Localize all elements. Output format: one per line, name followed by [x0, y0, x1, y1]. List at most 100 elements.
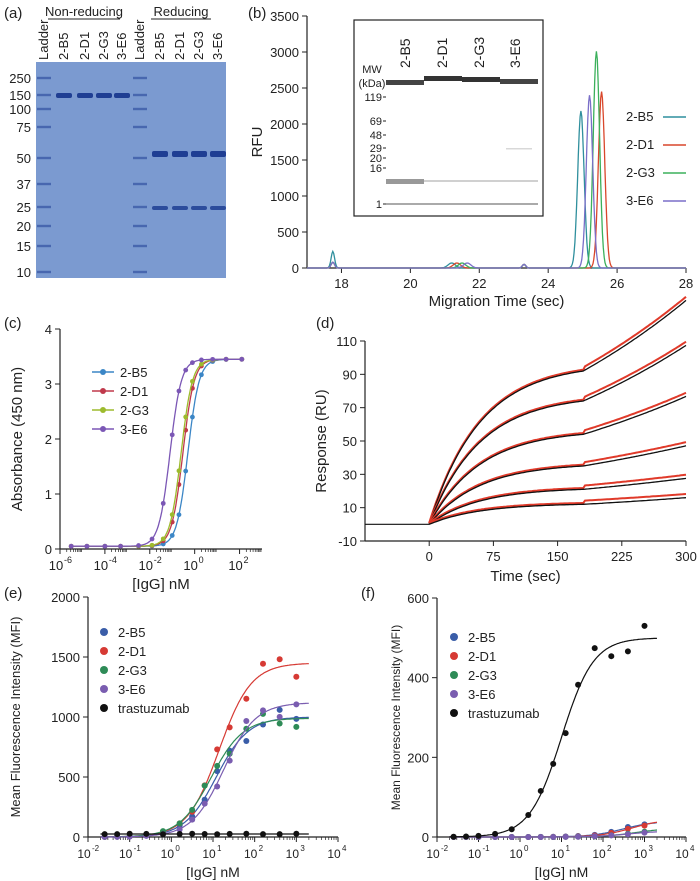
ladder-band — [133, 270, 147, 274]
data-point-trastuzumab — [608, 653, 615, 660]
y-tick-label: 400 — [407, 671, 429, 686]
y-tick-label: 2 — [45, 432, 52, 447]
x-tick-label: 10 — [77, 847, 91, 861]
data-point-2-G3 — [183, 414, 189, 420]
data-point-2-D1 — [260, 660, 266, 667]
y-tick-label: 0 — [73, 830, 80, 845]
data-point-2-B5 — [183, 468, 189, 474]
legend-label: 2-D1 — [468, 649, 496, 664]
data-point-2-D1 — [293, 673, 300, 680]
x-tick-label: 10 — [139, 558, 153, 573]
x-tick-exponent: -4 — [109, 555, 117, 565]
x-tick-label: 24 — [541, 276, 555, 291]
fit-curve-3-E6 — [69, 358, 244, 547]
sensorgram-fit — [428, 395, 687, 525]
x-tick-exponent: -1 — [134, 844, 142, 853]
x-tick-label: 10 — [634, 847, 648, 861]
legend-label: 2-G3 — [468, 668, 497, 683]
inset-band-lower — [500, 180, 538, 182]
x-tick-exponent: -2 — [92, 844, 100, 853]
ladder-band — [37, 76, 51, 80]
x-tick-label: 10 — [228, 558, 242, 573]
y-tick-label: 500 — [277, 225, 299, 240]
inset-lane-label: 2-D1 — [434, 37, 450, 68]
data-point-trastuzumab — [114, 831, 121, 838]
group-label-reducing: Reducing — [154, 4, 209, 19]
legend-marker — [450, 671, 458, 679]
inset-mw-label: 119 — [364, 92, 382, 104]
y-tick-label: 500 — [58, 770, 80, 785]
y-tick-label: 200 — [407, 750, 429, 765]
x-tick-exponent: 3 — [649, 844, 654, 853]
sample-band-light-chain — [210, 206, 226, 210]
x-tick-exponent: 1 — [217, 844, 222, 853]
x-tick-label: 10 — [161, 847, 175, 861]
data-point-trastuzumab — [562, 730, 569, 737]
x-tick-exponent: 2 — [244, 555, 249, 565]
ladder-band — [37, 224, 51, 228]
x-tick-exponent: 2 — [259, 844, 264, 853]
sample-band-light-chain — [191, 206, 207, 210]
inset-mw-label: 1 — [376, 199, 382, 211]
legend-marker — [450, 690, 458, 698]
data-point-trastuzumab — [575, 681, 582, 688]
legend-label: 2-D1 — [118, 644, 146, 659]
data-point-2-G3 — [189, 806, 196, 813]
inset-band-marker — [386, 203, 538, 205]
data-point-2-G3 — [190, 378, 195, 384]
data-point-3-E6 — [293, 701, 300, 708]
x-tick-label: 10 — [509, 847, 523, 861]
data-point-2-D1 — [226, 724, 233, 731]
inset-band-main — [386, 80, 424, 85]
data-point-3-E6 — [226, 757, 233, 764]
fit-curve-2-G3 — [69, 358, 244, 547]
ladder-band — [133, 224, 147, 228]
data-point-3-E6 — [118, 543, 123, 549]
sensorgram-fit — [428, 299, 687, 525]
data-point-trastuzumab — [463, 833, 470, 840]
fit-curve-2-B5 — [69, 358, 244, 547]
data-point-trastuzumab — [101, 831, 108, 838]
ladder-band — [133, 107, 147, 111]
legend-label: trastuzumab — [118, 701, 190, 716]
lane-label: 3-E6 — [114, 33, 129, 60]
x-tick-exponent: 0 — [524, 844, 529, 853]
data-point-3-E6 — [214, 783, 221, 790]
data-point-trastuzumab — [293, 830, 300, 837]
panel-d-spr-sensorgram: (d) -10 10 30 50 70 90 110 0 75 150 225 300 Time (sec… — [313, 296, 697, 585]
inset-lane-label: 2-G3 — [471, 37, 487, 68]
mw-label: 10 — [17, 265, 31, 280]
data-point-trastuzumab — [276, 831, 283, 838]
sensorgram-data — [428, 296, 687, 524]
legend-marker — [100, 369, 106, 375]
data-point-2-G3 — [176, 820, 183, 827]
x-axis-title: [IgG] nM — [186, 864, 240, 880]
legend-label: 3-E6 — [626, 193, 653, 208]
data-point-3-E6 — [641, 829, 648, 836]
y-axis-title: Mean Fluorescence Intensity (MFI) — [8, 617, 23, 818]
legend-marker — [450, 709, 458, 717]
legend-label: trastuzumab — [468, 706, 540, 721]
inset-mw-label: 29 — [370, 143, 382, 155]
sample-band-150kDa — [77, 93, 93, 98]
data-point-3-E6 — [608, 832, 615, 839]
data-point-3-E6 — [223, 356, 229, 362]
y-tick-label: 1 — [45, 487, 52, 502]
legend-label: 2-B5 — [626, 109, 653, 124]
lane-label: 2-G3 — [191, 31, 206, 60]
data-point-3-E6 — [149, 536, 155, 542]
x-tick-label: 10 — [202, 847, 216, 861]
legend-marker — [100, 388, 106, 394]
panel-label: (d) — [316, 315, 334, 332]
sensorgram-fit — [428, 344, 687, 525]
data-point-2-G3 — [293, 723, 300, 730]
legend-label: 2-G3 — [118, 663, 147, 678]
x-tick-label: 10 — [244, 847, 258, 861]
y-tick-label: 1000 — [51, 710, 80, 725]
data-point-2-G3 — [214, 762, 221, 769]
data-point-2-D1 — [243, 695, 250, 702]
ladder-band — [37, 244, 51, 248]
fit-curve-2-B5 — [100, 716, 309, 838]
